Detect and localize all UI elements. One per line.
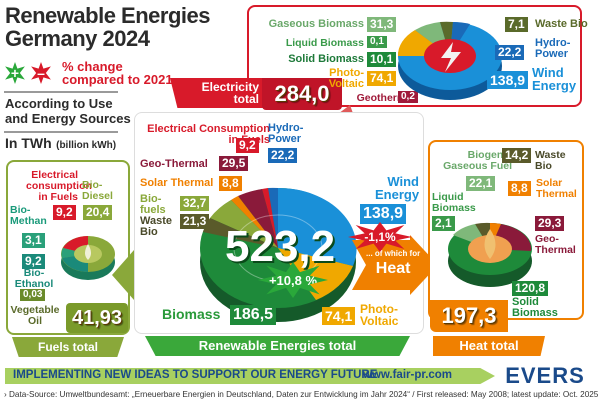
value-biomass-total: 186,5 — [230, 305, 277, 325]
value-wind-energy-total: 138,9 — [360, 204, 407, 224]
label-vegetable-oil: Vegetable Oil — [10, 304, 60, 327]
label-hydropower-total: Hydro-Power — [268, 122, 304, 145]
value-waste-bio: 7,1 — [505, 17, 528, 32]
label-solid-biomass: Solid Biomass — [288, 53, 364, 65]
unit-label: In TWh (billion kWh) — [5, 135, 117, 151]
divider — [4, 91, 118, 93]
value-waste-bio-heat: 14,2 — [502, 148, 532, 163]
subtitle: According to Use and Energy Sources — [5, 96, 131, 126]
label-biomass-total: Biomass — [162, 306, 221, 322]
chevron-right-icon: › — [4, 390, 10, 399]
value-photovoltaic-total: 74,1 — [322, 307, 356, 325]
heat-change-badge: -1,1% — [348, 222, 412, 252]
heat-donut-chart — [448, 222, 532, 287]
value-photovoltaic: 74,1 — [367, 71, 397, 86]
label-bio-ethanol: Bio-Ethanol — [14, 267, 54, 290]
value-solid-biomass-heat: 120,8 — [512, 281, 549, 296]
data-source: › Data-Source: Umweltbundesamt: „Erneuer… — [4, 390, 599, 399]
value-electrical-consumption: 9,2 — [236, 138, 259, 153]
label-waste-bio-total: Waste Bio — [140, 215, 172, 238]
label-wind-energy-total: Wind Energy — [375, 174, 420, 202]
footer-url[interactable]: www.fair-pr.com — [363, 369, 453, 381]
label-biogenic-gaseous-fuel: Biogenic Gaseous Fuel — [443, 149, 512, 172]
value-biofuels-total: 32,7 — [180, 196, 210, 211]
total-change-badge: +10,8 % — [258, 262, 328, 298]
title-line-1: Renewable Energies — [5, 3, 210, 28]
total-value: 523,2 — [225, 222, 336, 271]
divider — [4, 131, 118, 133]
label-bio-methan: Bio-Methan — [10, 204, 47, 227]
plus-star-icon: + — [5, 62, 25, 84]
label-waste-bio: Waste Bio — [535, 18, 588, 30]
label-electrical-consumption-fuels: Electrical consumption in Fuels — [26, 169, 92, 203]
drop-icon — [85, 244, 91, 260]
label-gaseous-biomass: Gaseous Biomass — [268, 18, 364, 30]
value-solid-biomass: 10,1 — [367, 52, 397, 67]
electricity-total-box: 284,0 — [262, 78, 342, 110]
value-hydropower-total: 22,2 — [268, 148, 298, 163]
value-geothermal: 0,2 — [398, 91, 418, 103]
value-geothermal-total: 29,5 — [219, 156, 249, 171]
evers-logo: EVERS — [505, 363, 585, 388]
value-liquid-biomass: 0,1 — [367, 36, 387, 48]
value-gaseous-biomass: 31,3 — [367, 17, 397, 32]
footer-banner: IMPLEMENTING NEW IDEAS TO SUPPORT OUR EN… — [5, 368, 495, 384]
electricity-total-label: Electricity total — [170, 78, 263, 108]
value-wind-energy: 138,9 — [487, 71, 529, 89]
fuels-donut-chart — [61, 236, 115, 280]
label-geothermal: Geothermal — [356, 92, 415, 104]
heat-total-bar: Heat total — [433, 336, 545, 356]
value-solar-thermal-heat: 8,8 — [508, 181, 531, 196]
value-bio-ethanol: 9,2 — [22, 254, 45, 269]
label-liquid-biomass: Liquid Biomass — [285, 37, 364, 49]
label-liquid-biomass-heat: Liquid Biomass — [432, 191, 476, 214]
minus-star-icon: – — [31, 62, 51, 84]
label-solid-biomass-heat: Solid Biomass — [512, 296, 558, 319]
value-electrical-consumption-fuels: 9,2 — [53, 205, 76, 220]
label-solar-thermal-total: Solar Thermal — [140, 177, 214, 189]
electricity-donut-chart — [397, 21, 502, 100]
label-photovoltaic: Photo-Voltaic — [328, 67, 364, 90]
page-title: Renewable Energies Germany 2024 — [5, 4, 210, 50]
label-waste-bio-heat: Waste Bio — [535, 149, 566, 172]
legend: + – % change compared to 2021 — [4, 60, 173, 86]
value-geothermal-heat: 29,3 — [535, 216, 565, 231]
value-biogenic-gaseous-fuel: 22,1 — [466, 176, 496, 191]
legend-text: % change compared to 2021 — [62, 59, 173, 87]
label-geothermal-heat: Geo-Thermal — [535, 233, 576, 256]
value-bio-diesel: 20,4 — [83, 205, 113, 220]
value-waste-bio-total: 21,3 — [180, 214, 210, 229]
label-bio-diesel: Bio-Diesel — [82, 179, 113, 202]
heat-arrow-label: ... of which for Heat — [366, 249, 421, 277]
title-line-2: Germany 2024 — [5, 26, 150, 51]
footer-slogan: IMPLEMENTING NEW IDEAS TO SUPPORT OUR EN… — [13, 369, 378, 381]
value-solar-thermal-total: 8,8 — [219, 176, 242, 191]
label-biofuels-total: Bio-fuels — [140, 193, 166, 216]
label-wind-energy: Wind Energy — [532, 65, 577, 93]
value-bio-methan: 3,1 — [22, 233, 45, 248]
heat-total-box: 197,3 — [430, 300, 508, 332]
label-hydropower: Hydro-Power — [535, 37, 571, 60]
label-photovoltaic-total: Photo-Voltaic — [360, 302, 399, 328]
label-geothermal-total: Geo-Thermal — [140, 158, 208, 170]
label-solar-thermal-heat: Solar Thermal — [536, 177, 577, 200]
fuels-total-box: 41,93 — [66, 303, 128, 333]
value-liquid-biomass-heat: 2,1 — [432, 216, 455, 231]
heat-arrow — [352, 235, 438, 295]
value-hydropower: 22,2 — [495, 45, 525, 60]
value-vegetable-oil: 0,03 — [20, 289, 46, 301]
lightning-icon — [441, 42, 461, 72]
total-bar: Renewable Energies total — [145, 336, 410, 356]
fuels-total-bar: Fuels total — [12, 337, 124, 357]
flame-icon — [484, 229, 496, 259]
